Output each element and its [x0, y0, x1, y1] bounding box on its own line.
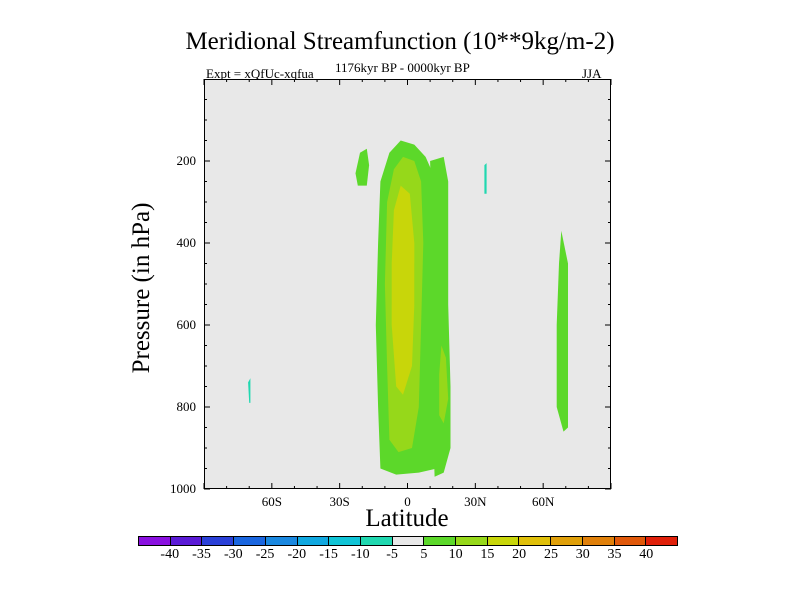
colorbar-swatch — [265, 537, 298, 545]
x-tick-label: 60S — [261, 494, 282, 509]
colorbar-label: -5 — [386, 547, 398, 562]
contour-sh-upper-blob — [355, 148, 370, 186]
colorbar-label: -15 — [319, 547, 338, 562]
colorbar-swatch — [646, 537, 677, 545]
colorbar-label: 40 — [639, 547, 654, 562]
y-axis-label: Pressure (in hPa) — [128, 202, 155, 374]
colorbar-label: -40 — [160, 547, 180, 562]
y-tick-label: 1000 — [170, 481, 196, 496]
experiment-label: Expt = xQfUc-xqfua — [206, 66, 314, 81]
y-tick-label: 800 — [176, 399, 197, 414]
colorbar-swatch — [297, 537, 330, 545]
colorbar-swatch — [424, 537, 457, 545]
colorbar-swatch — [234, 537, 266, 545]
colorbar-label: -30 — [223, 547, 243, 562]
contour-nh-tropical-outer — [430, 156, 451, 477]
period-label: 1176kyr BP - 0000kyr BP — [335, 60, 470, 75]
colorbar-label: 10 — [448, 547, 463, 562]
y-tick-label: 400 — [176, 235, 197, 250]
contour-sh-highlat-sliver — [248, 378, 251, 403]
colorbar-swatch — [202, 537, 235, 545]
colorbar-label: 20 — [512, 547, 527, 562]
colorbar-swatch — [456, 537, 488, 545]
colorbar-label: -25 — [255, 547, 275, 562]
y-tick-label: 600 — [176, 317, 197, 332]
colorbar-swatch — [487, 537, 520, 545]
colorbar-swatch — [360, 537, 393, 545]
x-tick-label: 30S — [329, 494, 350, 509]
x-tick-label: 60N — [531, 494, 555, 509]
colorbar-swatch — [170, 537, 203, 545]
colorbar-swatch — [139, 537, 171, 545]
colorbar-swatch — [614, 537, 647, 545]
colorbar-swatch — [551, 537, 583, 545]
x-axis-label: Latitude — [365, 505, 449, 532]
colorbar-label: -20 — [287, 547, 307, 562]
chart-title: Meridional Streamfunction (10**9kg/m-2) — [185, 28, 615, 55]
contour-nh-upper-sliver — [484, 163, 487, 194]
x-tick-label: 30N — [464, 494, 487, 509]
colorbar-swatch — [582, 537, 615, 545]
colorbar-swatch — [392, 537, 425, 545]
contour-tropical-cell-core — [391, 185, 415, 395]
colorbar-label: 30 — [575, 547, 590, 562]
x-tick-label: 0 — [404, 494, 411, 509]
colorbar — [138, 536, 678, 546]
season-label: JJA — [582, 66, 602, 81]
colorbar-label: 35 — [607, 547, 622, 562]
colorbar-label: 5 — [420, 547, 428, 562]
colorbar-swatch — [329, 537, 361, 545]
y-tick-label: 200 — [176, 153, 197, 168]
contour-nh-highlat-strip — [556, 230, 568, 432]
colorbar-label: -10 — [351, 547, 370, 562]
colorbar-swatch — [519, 537, 552, 545]
contour-nh-lower-core — [439, 345, 449, 424]
colorbar-label: 25 — [543, 547, 558, 562]
colorbar-label: 15 — [480, 547, 495, 562]
colorbar-label: -35 — [192, 547, 211, 562]
